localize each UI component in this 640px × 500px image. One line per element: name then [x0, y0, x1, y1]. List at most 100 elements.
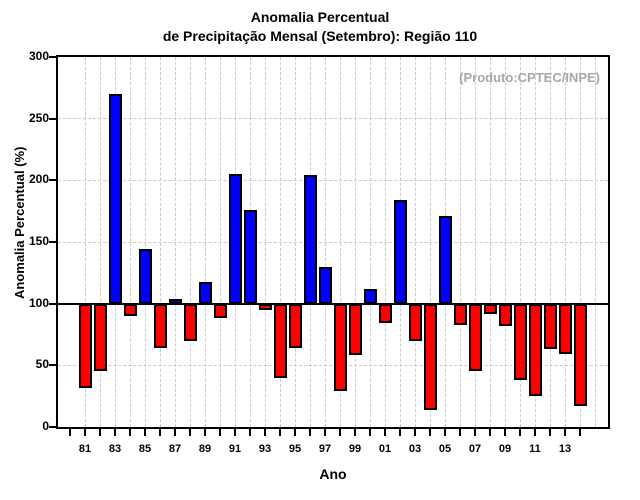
- x-axis-tick: [534, 429, 536, 436]
- bar-2006: [453, 303, 467, 325]
- x-tick-label: 87: [168, 443, 182, 455]
- bar-1982: [93, 303, 107, 372]
- bar-1999: [348, 303, 362, 356]
- plot-area: Anomalia Percentual (%) (Produto:CPTEC/I…: [12, 49, 610, 455]
- y-axis-tick: [49, 117, 56, 120]
- x-axis-tick: [414, 429, 416, 436]
- x-axis-tick: [489, 429, 491, 436]
- x-tick-label: 99: [348, 443, 362, 455]
- x-axis-tick: [114, 429, 116, 436]
- x-axis-tick: [279, 429, 281, 436]
- x-tick-label: 89: [198, 443, 212, 455]
- chart-title-line2: de Precipitação Mensal (Setembro): Regiã…: [162, 28, 478, 44]
- baseline-100: [58, 303, 608, 305]
- x-tick-label: 09: [498, 443, 512, 455]
- x-axis-tick: [354, 429, 356, 436]
- bar-2014: [573, 303, 587, 407]
- x-tick-label: 11: [529, 443, 541, 455]
- x-tick-label: 85: [138, 443, 152, 455]
- x-axis-tick: [339, 429, 341, 436]
- x-tick-label: 91: [228, 443, 242, 455]
- y-axis-tick: [49, 56, 56, 58]
- bar-1996: [303, 175, 317, 304]
- bar-1990: [213, 303, 227, 319]
- x-axis-label: Ano: [319, 466, 347, 482]
- y-tick-label: 150: [28, 234, 49, 248]
- y-axis-tick: [49, 302, 56, 305]
- x-tick-label: 01: [378, 443, 392, 455]
- x-axis-tick: [174, 429, 176, 436]
- bar-1991: [228, 174, 242, 304]
- x-axis-tick: [234, 429, 236, 436]
- bar-2013: [558, 303, 572, 355]
- bar-2002: [393, 200, 407, 304]
- x-axis-tick: [189, 429, 191, 436]
- x-tick-label: 07: [468, 443, 482, 455]
- x-axis-tick: [204, 429, 206, 436]
- y-tick-label: 50: [35, 357, 49, 372]
- bar-1988: [183, 303, 197, 341]
- x-axis-tick: [249, 429, 251, 436]
- x-axis-tick: [399, 429, 401, 436]
- x-tick-label: 03: [408, 443, 422, 455]
- x-tick-label: 83: [108, 443, 122, 455]
- bar-2009: [498, 303, 512, 326]
- x-axis-tick: [294, 429, 296, 436]
- bar-1983: [108, 94, 122, 304]
- bar-1987: [168, 298, 182, 304]
- bar-2012: [543, 303, 557, 350]
- annotation-produto: (Produto:CPTEC/INPE): [459, 70, 600, 85]
- x-axis-tick: [384, 429, 386, 436]
- bar-1993: [258, 303, 272, 310]
- x-axis-tick: [549, 429, 551, 436]
- y-axis-tick: [49, 241, 56, 243]
- x-axis-tick: [219, 429, 221, 436]
- bar-1997: [318, 266, 332, 304]
- bar-1981: [78, 303, 92, 388]
- bar-2007: [468, 303, 482, 372]
- x-axis-tick: [579, 429, 581, 436]
- y-axis-tick: [49, 426, 56, 428]
- bar-2011: [528, 303, 542, 397]
- y-tick-label: 0: [42, 419, 49, 433]
- x-axis-tick: [564, 429, 566, 436]
- bar-2010: [513, 303, 527, 381]
- chart-title-line1: Anomalia Percentual: [250, 9, 390, 25]
- x-axis-tick: [519, 429, 521, 436]
- x-tick-label: 95: [288, 443, 302, 455]
- y-axis-tick: [49, 179, 56, 182]
- horizontal-gridline: [58, 179, 608, 181]
- y-tick-label: 250: [28, 110, 49, 125]
- x-axis-tick: [144, 429, 146, 436]
- bar-2001: [378, 303, 392, 324]
- y-axis-tick: [49, 364, 56, 367]
- y-tick-label: 100: [28, 295, 49, 310]
- bar-1995: [288, 303, 302, 349]
- bar-2003: [408, 303, 422, 341]
- bar-1998: [333, 303, 347, 392]
- x-axis-tick: [309, 429, 311, 436]
- x-axis-tick: [159, 429, 161, 436]
- y-tick-label: 200: [28, 172, 49, 187]
- x-axis-tick: [84, 429, 86, 436]
- x-tick-label: 13: [558, 443, 572, 455]
- horizontal-gridline: [58, 364, 608, 366]
- x-axis-tick: [99, 429, 101, 436]
- bar-1989: [198, 281, 212, 304]
- horizontal-gridline: [58, 118, 608, 120]
- bar-1984: [123, 303, 137, 316]
- bar-2004: [423, 303, 437, 410]
- x-axis-tick: [264, 429, 266, 436]
- x-tick-label: 81: [78, 443, 92, 455]
- bar-1994: [273, 303, 287, 378]
- bar-2008: [483, 303, 497, 314]
- y-tick-label: 300: [28, 49, 49, 63]
- x-axis-tick: [459, 429, 461, 436]
- x-axis-tick: [369, 429, 371, 436]
- x-axis-tick: [474, 429, 476, 436]
- x-tick-label: 93: [258, 443, 272, 455]
- x-axis-tick: [69, 429, 71, 436]
- x-axis-tick: [504, 429, 506, 436]
- x-axis-tick: [324, 429, 326, 436]
